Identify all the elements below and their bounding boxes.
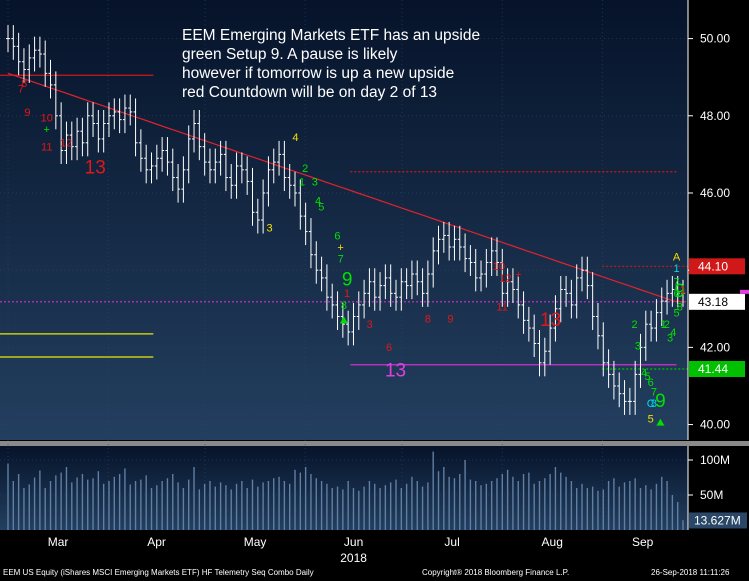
sequential-label: + (337, 242, 343, 254)
sequential-label: 7 (18, 84, 24, 96)
price-bars-layer (6, 25, 685, 415)
annotation-line-1: EEM Emerging Markets ETF has an upside (182, 27, 481, 44)
sequential-label: 3 (312, 176, 318, 188)
sequential-label: 8 (677, 302, 683, 314)
sequential-label: 5 (318, 201, 324, 213)
footer-timestamp: 26-Sep-2018 11:11:26 (651, 568, 730, 577)
sequential-label: 1 (661, 319, 667, 331)
sequential-label: 3 (367, 319, 373, 331)
sequential-label: + (515, 269, 521, 281)
sequential-label: 10 (493, 261, 505, 273)
sequential-label: 4 (641, 367, 647, 379)
value-tag (689, 258, 745, 275)
moving-average-line (7, 72, 686, 303)
month-label-jun: Jun (344, 535, 363, 549)
sequential-label: 9 (655, 391, 666, 412)
annotation-line-2: green Setup 9. A pause is likely (182, 46, 398, 63)
sequential-label: 1 (673, 263, 679, 275)
footer-security-description: EEM US Equity (iShares MSCI Emerging Mar… (3, 568, 314, 577)
sequential-label: 2 (664, 319, 670, 331)
sequential-label: 8 (341, 300, 347, 312)
sequential-label: + (44, 124, 50, 136)
month-label-aug: Aug (542, 535, 563, 549)
sequential-label: 1 (299, 176, 305, 188)
sequential-label: 2 (631, 319, 637, 331)
sequential-label: 6 (334, 230, 340, 242)
sequential-label: 4 (315, 196, 321, 208)
grid-layer (0, 0, 688, 530)
footer-copyright: Copyright® 2018 Bloomberg Finance L.P. (422, 568, 570, 577)
price-axis-label: 40.00 (700, 418, 730, 432)
value-tag-label: 44.10 (698, 259, 728, 273)
value-tag (689, 293, 745, 310)
sequential-label: 9 (447, 313, 453, 325)
month-label-mar: Mar (48, 535, 69, 549)
price-panel-background (0, 0, 688, 440)
value-tag-marker (740, 289, 749, 294)
annotation-line-4: red Countdown will be on day 2 of 13 (182, 84, 438, 101)
reference-lines-layer (0, 74, 688, 370)
sequential-label: 3 (635, 340, 641, 352)
signal-arrow-up (656, 418, 665, 426)
sequential-label: 5 (673, 307, 679, 319)
sequential-label: 7 (651, 387, 657, 399)
sequential-label: 13 (385, 360, 406, 381)
sequential-label: 1 (680, 284, 686, 296)
sequential-label: 3 (267, 223, 273, 235)
annotation-line-3: however if tomorrow is up a new upside (182, 65, 455, 82)
sequential-label: 4 (292, 132, 298, 144)
sequential-label: 8 (651, 398, 657, 410)
sequential-label: 4 (670, 327, 676, 339)
price-axis-label: 48.00 (700, 109, 730, 123)
annotation-text: EEM Emerging Markets ETF has an upside g… (182, 26, 512, 102)
month-label-jul: Jul (444, 535, 459, 549)
month-label-apr: Apr (147, 535, 166, 549)
sequential-label: 5 (644, 371, 650, 383)
sequential-label: 12 (499, 273, 511, 285)
sequential-label: 6 (386, 342, 392, 354)
volume-bars-layer (7, 451, 684, 530)
moving-average-layer (7, 72, 686, 303)
panel-separator (0, 441, 749, 446)
sequential-label: 9 (24, 107, 30, 119)
volume-axis-label: 50M (700, 488, 723, 502)
price-axis-label: 46.00 (700, 186, 730, 200)
sequential-label: 3 (667, 333, 673, 345)
volume-last-label: 13.627M (694, 513, 741, 527)
volume-axis-label: 100M (700, 453, 730, 467)
sequential-label: 12 (60, 138, 72, 150)
sequential-label: 8 (425, 313, 431, 325)
sequential-label: 9 (342, 270, 353, 291)
value-tag-label: 43.18 (698, 295, 728, 309)
value-tag (689, 360, 745, 377)
sequential-label: 7 (338, 253, 344, 265)
price-axis-label: 50.00 (700, 32, 730, 46)
sequential-label: 5 (648, 414, 654, 426)
volume-last-tag (689, 512, 747, 529)
sequential-label: 7 (673, 277, 679, 289)
sequential-label: 9 (674, 281, 685, 302)
sequential-label: A (673, 252, 681, 264)
value-tags-layer: 44.10 43.18 41.44 13.627M (689, 258, 749, 529)
sequential-label: 11 (496, 302, 507, 314)
sequential-label: 8 (21, 78, 27, 90)
price-axis-label: 42.00 (700, 340, 730, 354)
price-panel (0, 0, 688, 440)
sequential-label: 1 (344, 288, 350, 300)
sequential-label: 6 (648, 377, 654, 389)
sequential-label: 10 (41, 113, 53, 125)
year-label: 2018 (340, 551, 367, 565)
sequential-label: 6 (673, 288, 679, 300)
value-tag-label: 41.44 (698, 362, 728, 376)
month-label-sep: Sep (632, 535, 654, 549)
sequential-label: 13 (85, 158, 106, 179)
month-label-may: May (244, 535, 267, 549)
sequential-label: 2 (302, 163, 308, 175)
sequential-label: 13 (540, 310, 561, 331)
signal-arrow-up (339, 316, 348, 324)
sequential-label: C (647, 398, 655, 410)
sequential-label: 11 (41, 142, 52, 154)
